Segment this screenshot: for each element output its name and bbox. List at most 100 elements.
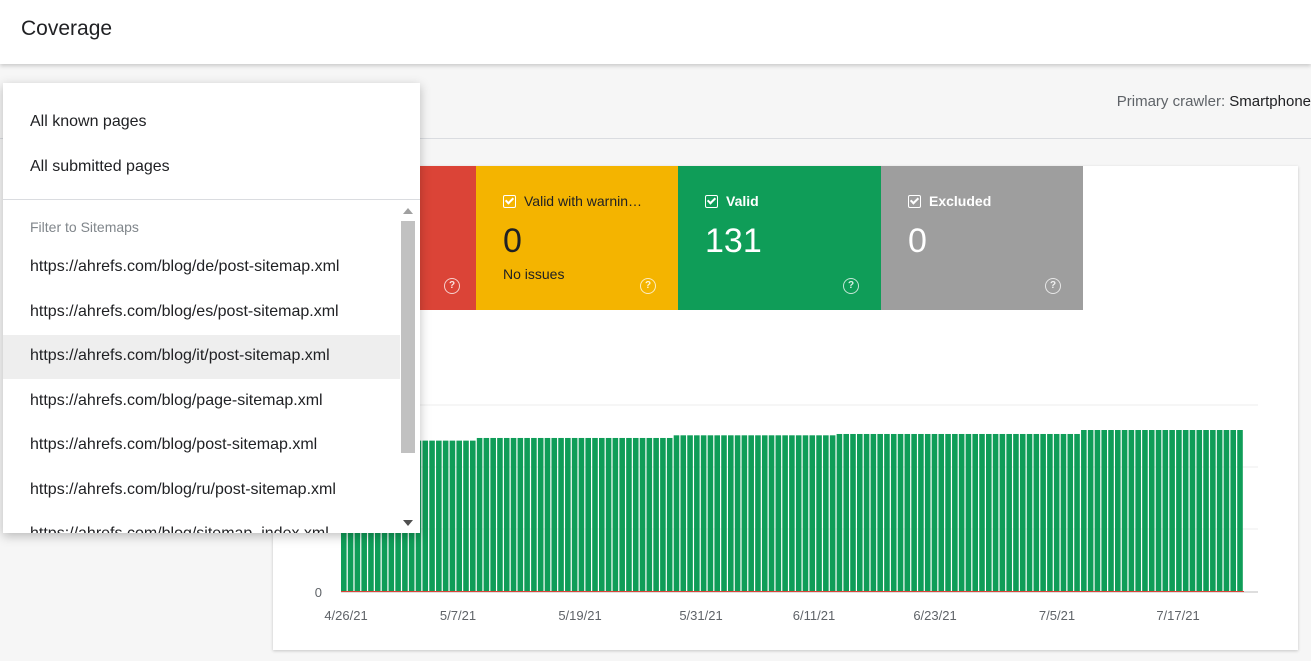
chart-bar [503,437,510,592]
chart-bar [816,435,822,592]
chart-bar [605,437,612,592]
sitemap-item-label: https://ahrefs.com/blog/post-sitemap.xml [30,436,318,453]
chart-bar [1142,430,1148,592]
menu-item-all-known-pages[interactable]: All known pages [3,101,400,145]
help-icon[interactable]: ? [640,278,656,294]
menu-item-all-submitted-pages[interactable]: All submitted pages [3,146,400,190]
sitemap-item-label: https://ahrefs.com/blog/sitemap_index.xm… [30,525,329,533]
chart-bar [857,433,863,592]
sitemap-item-label: https://ahrefs.com/blog/es/post-sitemap.… [30,302,339,320]
chart-bar [1094,430,1101,592]
coverage-card: ? Valid with warnin… 0 No issues ? Valid… [273,166,1298,650]
sitemap-item[interactable]: https://ahrefs.com/blog/de/post-sitemap.… [3,246,400,290]
sitemap-item-label: https://ahrefs.com/blog/page-sitemap.xml [30,391,323,409]
help-icon[interactable]: ? [1045,278,1061,294]
help-icon[interactable]: ? [444,278,460,294]
chart-bar [1040,433,1046,592]
crawler-label: Primary crawler: [1116,93,1226,110]
chart-bar [748,435,754,592]
chart-bar [592,437,598,592]
chart-bar [965,433,972,592]
chart-bar [1101,430,1108,592]
sitemap-item[interactable]: https://ahrefs.com/blog/ru/post-sitemap.… [3,469,400,513]
chart-bar [1135,430,1141,592]
chart-bar [863,433,870,592]
chart-bar [660,437,666,592]
chart-bar [768,435,775,592]
chart-bar [646,437,653,592]
chart-bar [619,437,625,592]
chart-bar [714,435,721,592]
chart-bar [952,433,958,592]
checkbox-icon[interactable] [908,194,921,208]
chart-bar [483,437,490,592]
chart-bar [1121,430,1128,592]
sitemap-item[interactable]: https://ahrefs.com/blog/sitemap_index.xm… [3,513,400,533]
tile-header: Valid with warnin… [503,193,642,209]
chart-bar [918,433,924,592]
chart-bar [449,440,456,592]
sitemap-item[interactable]: https://ahrefs.com/blog/post-sitemap.xml [3,424,400,468]
chart-bar [1237,430,1243,592]
sitemap-item-label: https://ahrefs.com/blog/it/post-sitemap.… [30,347,330,364]
chart-bar [666,437,673,592]
chart-bar [429,440,435,592]
chart-bar [544,437,551,592]
chart-bar [1081,430,1087,592]
chart-bar [1223,430,1230,592]
chart-bar [931,433,938,592]
chart-bar [938,433,945,592]
chart-bar [476,437,483,592]
chart-bar [1033,433,1040,592]
chart-bar [1203,430,1209,592]
sitemap-item[interactable]: https://ahrefs.com/blog/it/post-sitemap.… [3,335,400,379]
chart-bar [537,437,544,592]
chart-bar [1210,430,1216,592]
chart-bar [632,437,639,592]
menu-item-label: All known pages [30,113,147,130]
chart-bar [1148,430,1155,592]
checkbox-icon[interactable] [503,194,516,208]
x-tick-label: 5/7/21 [440,608,476,623]
chart-bar [1074,433,1080,592]
scroll-up-icon[interactable] [403,208,413,214]
tile-label: Valid with warnin… [524,193,643,209]
chart-bar [1169,430,1175,592]
chart-bar [924,433,931,592]
chart-bar [1087,430,1094,592]
checkbox-icon[interactable] [705,194,718,208]
chart-bar [571,437,578,592]
chart-bar [979,433,985,592]
chart-bar [517,437,524,592]
excluded-tile[interactable]: Excluded 0 ? [881,166,1083,310]
chart-bar [1162,430,1169,592]
chart-bar [728,435,734,592]
chart-bar [1019,433,1026,592]
chart-bar [422,440,429,592]
section-title: Filter to Sitemaps [30,219,139,235]
chart-bar [1189,430,1196,592]
sitemap-item[interactable]: https://ahrefs.com/blog/page-sitemap.xml [3,380,400,424]
chart-bar [999,433,1006,592]
tile-value: 0 [908,222,927,260]
chart-bar [1060,433,1067,592]
chart-bar [510,437,517,592]
coverage-chart: 04/26/21 5/7/21 5/19/21 5/31/21 6/11/21 6/23/… [315,404,1258,623]
scroll-down-icon[interactable] [403,520,413,526]
scrollbar-thumb[interactable] [401,221,415,453]
valid-tile[interactable]: Valid 131 ? [678,166,881,310]
valid-with-warnings-tile[interactable]: Valid with warnin… 0 No issues ? [476,166,678,310]
chart-bar [1182,430,1189,592]
tile-header: Valid [705,193,759,209]
chart-bar [775,435,782,592]
help-icon[interactable]: ? [843,278,859,294]
chart-bar [1026,433,1033,592]
scrollbar[interactable] [400,203,416,531]
chart-bar [680,435,687,592]
chart-bar [1006,433,1012,592]
chart-bar [850,433,856,592]
chart-bar [1067,433,1074,592]
sitemap-item[interactable]: https://ahrefs.com/blog/es/post-sitemap.… [3,291,400,335]
chart-bar [578,437,585,592]
y-tick-label: 0 [315,585,322,600]
